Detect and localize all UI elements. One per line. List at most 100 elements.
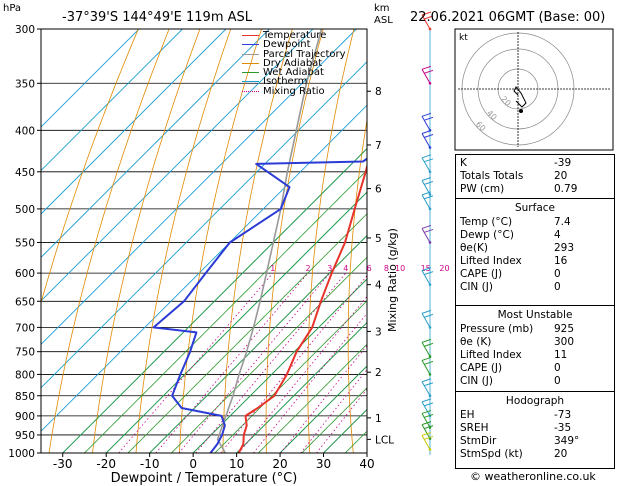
wind-barb-flag: [421, 398, 432, 403]
mixing-ratio-label: 8: [384, 264, 389, 273]
pressure-tick-label: 750: [15, 347, 35, 359]
axis-ticks: 3003504004505005506006507007508008509009…: [8, 24, 394, 471]
legend-swatch: [242, 44, 259, 46]
wet-adiabat: [62, 147, 367, 453]
mixing-ratio-label: 4: [343, 264, 348, 273]
legend-swatch: [242, 35, 259, 36]
mixing-ratio-label: 15: [421, 264, 431, 273]
wind-barb-dot: [428, 81, 432, 85]
hodograph-trace: [513, 86, 527, 108]
wind-barbs: [421, 11, 434, 455]
surface-li-row: Lifted Index 16: [460, 255, 568, 267]
wind-barb-flag: [423, 435, 434, 440]
wind-barb-flag: [423, 158, 434, 163]
mu-cin-row: CIN (J) 0: [460, 375, 561, 387]
dry-adiabat: [222, 29, 293, 453]
wind-barb-staff: [421, 401, 431, 417]
height-tick-label: 5: [375, 233, 382, 245]
hodograph-section: Hodograph EH -73 SREH -35 StmDir 349° StmSp…: [456, 391, 614, 460]
wind-barb-staff: [421, 424, 431, 439]
pressure-tick-label: 950: [15, 430, 35, 442]
parcel-trajectory-line: [216, 29, 323, 453]
temperature-tick-label: -10: [140, 457, 160, 471]
mixing-ratio-label: 6: [367, 264, 372, 273]
mixing-ratio-line: [238, 295, 367, 453]
legend-entry: Temperature: [242, 31, 346, 41]
legend-label: Dry Adiabat: [263, 57, 323, 69]
mu-pressure-row: Pressure (mb) 925: [460, 323, 575, 335]
wind-barb-dot: [428, 355, 432, 358]
stmspd-row: StmSpd (kt) 20: [460, 448, 568, 460]
wind-barb-flag: [421, 191, 432, 196]
wind-barb-flag: [423, 382, 434, 387]
wind-barb-flag: [423, 69, 434, 74]
mixing-ratio-label: 3: [327, 264, 332, 273]
wet-adiabat: [192, 278, 367, 453]
temperature-tick-label: 40: [359, 457, 374, 471]
mu-li-row: Lifted Index 11: [460, 349, 568, 361]
wind-barb-dot: [428, 394, 432, 398]
eh-row: EH -73: [460, 409, 572, 421]
pressure-tick-label: 500: [15, 204, 35, 216]
wind-barb-dot: [428, 373, 432, 376]
wet-adiabat: [236, 321, 367, 453]
isotherm-line: [41, 29, 314, 302]
wind-barb-flag: [421, 224, 432, 229]
height-tick-label: 3: [375, 326, 382, 338]
wind-barb-flag: [421, 431, 432, 436]
height-tick-label: 4: [375, 280, 382, 292]
isotherm-line: [41, 29, 140, 128]
wind-barb-flag: [421, 65, 432, 70]
dewpoint-line: [152, 157, 367, 453]
wind-barb-staff: [421, 194, 431, 210]
x-axis-label: Dewpoint / Temperature (°C): [111, 471, 298, 486]
legend-entry: Parcel Trajectory: [242, 48, 346, 60]
surface-section: Surface Temp (°C) 7.4 Dewp (°C) 4 θe(K) 293…: [456, 198, 614, 293]
temperature-tick-label: 0: [189, 457, 197, 471]
wind-barb-staff: [421, 342, 431, 357]
mixing-ratio-label: 20: [439, 264, 449, 273]
isotherm-line: [41, 29, 227, 215]
height-tick-label: 7: [375, 140, 382, 152]
legend-swatch: [242, 62, 259, 64]
wind-barb-flag: [423, 413, 434, 418]
legend-label: Parcel Trajectory: [263, 48, 346, 60]
mixing-ratio-label: 10: [395, 264, 405, 273]
wind-barb-flag: [421, 338, 432, 343]
pressure-tick-label: 900: [15, 411, 35, 423]
mixing-ratio-line: [253, 312, 367, 453]
pressure-tick-label: 850: [15, 391, 35, 403]
plot-frame: [40, 28, 368, 454]
pressure-tick-label: 650: [15, 296, 35, 308]
dry-adiabat: [265, 29, 324, 453]
legend-entry: Wet Adiabat: [242, 68, 346, 78]
dry-adiabat: [425, 29, 446, 453]
legend-entry: Isotherm: [242, 77, 346, 87]
unstable-section: Most Unstable Pressure (mb) 925 θe (K) 300…: [456, 305, 614, 387]
temperature-tick-label: 30: [316, 457, 331, 471]
pressure-tick-label: 400: [15, 125, 35, 137]
wind-barb-dot: [428, 283, 432, 286]
index-row-pw: PW (cm) 0.79: [460, 183, 578, 195]
legend-swatch: [242, 53, 259, 55]
hodograph-frame: [454, 28, 614, 151]
wind-barb-flag: [421, 267, 432, 272]
wind-barb-dot: [428, 146, 432, 149]
km-label: km: [374, 3, 390, 14]
legend-label: Mixing Ratio: [263, 85, 325, 97]
legend-entry: Dry Adiabat: [242, 57, 346, 69]
isotherm-line: [41, 29, 270, 259]
stmdir-row: StmDir 349°: [460, 435, 580, 447]
wind-barb-flag: [421, 409, 432, 414]
wind-barb-flag: [421, 130, 432, 134]
dry-adiabat: [92, 29, 201, 453]
location-title: -37°39'S 144°49'E 119m ASL: [62, 10, 253, 25]
surface-cape-row: CAPE (J) 0: [460, 268, 561, 280]
wind-barb-dot: [428, 241, 432, 244]
wind-barb-staff: [421, 381, 431, 397]
wind-barb-flag: [423, 15, 434, 20]
wind-barb-staff: [421, 413, 431, 428]
dry-adiabat: [135, 29, 232, 453]
legend-label: Dewpoint: [263, 39, 311, 51]
datetime-title: 22.06.2021 06GMT (Base: 00): [410, 10, 606, 25]
